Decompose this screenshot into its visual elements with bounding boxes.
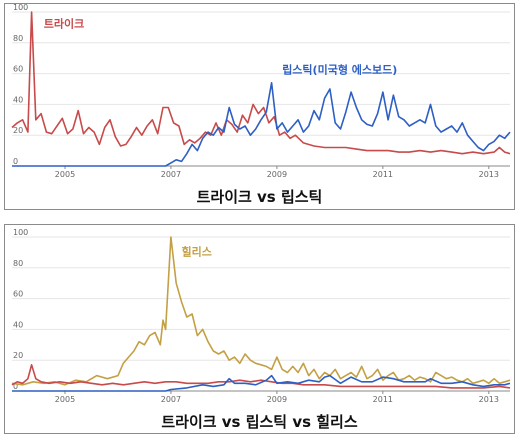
x-tick-label: 2005 [55, 395, 75, 404]
y-tick-label: 60 [13, 290, 23, 299]
series-line-trike [11, 11, 511, 155]
line-chart-trike-vs-ripstik: 0 20 40 60 80 100 2005 2007 2009 2011 2013 트라이크립스틱(… [11, 4, 511, 179]
y-tick-label: 100 [13, 4, 28, 12]
y-tick-label: 60 [13, 65, 23, 74]
series-line-ripstik [12, 374, 511, 392]
x-tick-label: 2011 [373, 170, 393, 179]
chart-caption: 트라이크 vs 립스틱 vs 힐리스 [161, 413, 358, 431]
line-chart-trike-vs-ripstik-vs-heelys: 0 20 40 60 80 100 2005 2007 2009 2011 2013 힐리스 [11, 228, 511, 404]
x-tick-label: 2009 [267, 170, 287, 179]
series-line-heelys [11, 236, 511, 386]
x-tick-label: 2013 [479, 395, 499, 404]
x-tick-label: 2013 [479, 170, 499, 179]
x-tick-label: 2007 [161, 170, 181, 179]
series-label-ripstik: 립스틱(미국형 에스보드) [282, 63, 397, 77]
y-tick-label: 80 [13, 259, 23, 268]
y-tick-label: 40 [13, 95, 23, 104]
y-tick-label: 0 [13, 382, 18, 391]
series-label-heelys: 힐리스 [182, 244, 212, 258]
x-tick-label: 2007 [161, 395, 181, 404]
x-tick-label: 2005 [55, 170, 75, 179]
series-line-ripstik [12, 82, 511, 167]
y-tick-label: 40 [13, 320, 23, 329]
series-line-trike [11, 364, 511, 389]
series-label-trike: 트라이크 [44, 16, 84, 30]
chart-panel-trike-vs-ripstik-vs-heelys: 0 20 40 60 80 100 2005 2007 2009 2011 2013 힐리스 트라이크… [4, 224, 515, 434]
y-tick-label: 20 [13, 126, 23, 135]
x-tick-label: 2011 [373, 395, 393, 404]
y-tick-label: 20 [13, 351, 23, 360]
y-tick-label: 100 [13, 228, 28, 237]
y-tick-label: 0 [13, 157, 18, 166]
chart-caption: 트라이크 vs 립스틱 [196, 188, 323, 206]
x-tick-label: 2009 [267, 395, 287, 404]
y-tick-label: 80 [13, 34, 23, 43]
